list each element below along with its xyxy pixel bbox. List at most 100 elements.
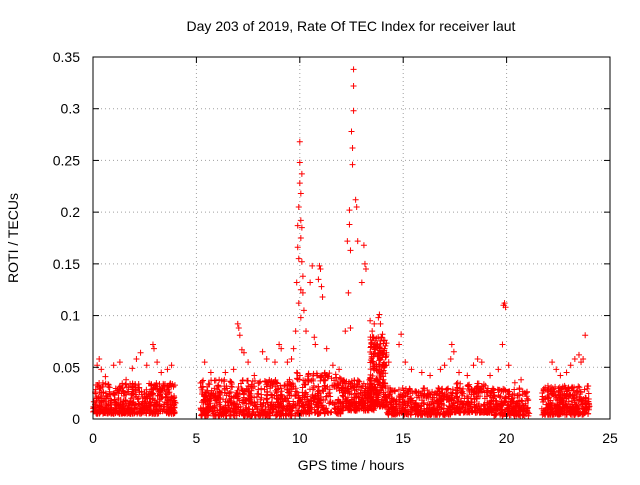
data-point [301, 394, 308, 401]
data-point [323, 345, 330, 352]
data-point [269, 394, 276, 401]
data-point [505, 362, 512, 369]
data-point [105, 383, 112, 390]
data-point [274, 404, 281, 411]
data-point [540, 396, 547, 403]
data-point [576, 384, 583, 391]
data-point [147, 402, 154, 409]
data-point [456, 369, 463, 376]
data-point [146, 410, 153, 417]
data-point [299, 289, 306, 296]
data-point [342, 404, 349, 411]
axis-ticks: 0 5 10 15 20 25 0 0.05 0.1 0.15 0.2 0.25 0.3 0.35 [53, 49, 618, 446]
data-point [519, 398, 526, 405]
data-point [243, 406, 250, 413]
data-point [278, 385, 285, 392]
data-point [371, 351, 378, 358]
data-point [278, 388, 285, 395]
data-point [230, 366, 237, 373]
data-point [102, 373, 109, 380]
y-tick-label: 0.1 [61, 308, 81, 324]
data-point [498, 407, 505, 414]
data-point [403, 402, 410, 409]
data-point [319, 402, 326, 409]
data-point [464, 382, 471, 389]
data-points [90, 66, 593, 419]
data-point [372, 337, 379, 344]
data-point [357, 399, 364, 406]
data-point [565, 398, 572, 405]
data-point [261, 377, 268, 384]
data-point [379, 331, 386, 338]
data-point [321, 369, 328, 376]
data-point [357, 389, 364, 396]
data-point [549, 385, 556, 392]
data-point [407, 411, 414, 418]
y-tick-label: 0.05 [53, 359, 80, 375]
data-point [553, 403, 560, 410]
data-point [556, 384, 563, 391]
grid-lines [93, 57, 610, 419]
data-point [367, 344, 374, 351]
data-point [517, 412, 524, 419]
data-point [277, 391, 284, 398]
data-point [386, 385, 393, 392]
data-point [383, 395, 390, 402]
data-point [235, 384, 242, 391]
data-point [567, 391, 574, 398]
data-point [544, 406, 551, 413]
data-point [353, 394, 360, 401]
data-point [495, 392, 502, 399]
data-point [288, 407, 295, 414]
data-point [580, 356, 587, 363]
data-point [257, 396, 264, 403]
data-point [103, 403, 110, 410]
data-point [286, 392, 293, 399]
data-point [386, 391, 393, 398]
data-point [293, 279, 300, 286]
data-point [299, 273, 306, 280]
data-point [307, 397, 314, 404]
data-point [513, 399, 520, 406]
data-point [578, 397, 585, 404]
data-point [306, 401, 313, 408]
data-point [376, 311, 383, 318]
data-point [396, 392, 403, 399]
data-point [303, 401, 310, 408]
data-point [495, 366, 502, 373]
data-point [302, 381, 309, 388]
data-point [434, 388, 441, 395]
data-point [511, 386, 518, 393]
data-point [568, 405, 575, 412]
data-point [381, 337, 388, 344]
data-point [356, 399, 363, 406]
data-point [371, 320, 378, 327]
data-point [284, 359, 291, 366]
data-point [511, 379, 518, 386]
data-point [238, 409, 245, 416]
data-point [278, 399, 285, 406]
data-point [200, 404, 207, 411]
data-point [258, 391, 265, 398]
data-point [296, 159, 303, 166]
data-point [499, 341, 506, 348]
data-point [339, 389, 346, 396]
data-point [462, 401, 469, 408]
data-point [557, 372, 564, 379]
data-point [264, 399, 271, 406]
data-point [322, 372, 329, 379]
data-point [350, 107, 357, 114]
data-point [433, 407, 440, 414]
data-point [369, 401, 376, 408]
data-point [436, 400, 443, 407]
data-point [316, 262, 323, 269]
data-point [129, 386, 136, 393]
data-point [393, 403, 400, 410]
data-point [200, 377, 207, 384]
data-point [450, 348, 457, 355]
data-point [557, 410, 564, 417]
data-point [258, 385, 265, 392]
data-point [284, 406, 291, 413]
data-point [360, 242, 367, 249]
data-point [288, 356, 295, 363]
